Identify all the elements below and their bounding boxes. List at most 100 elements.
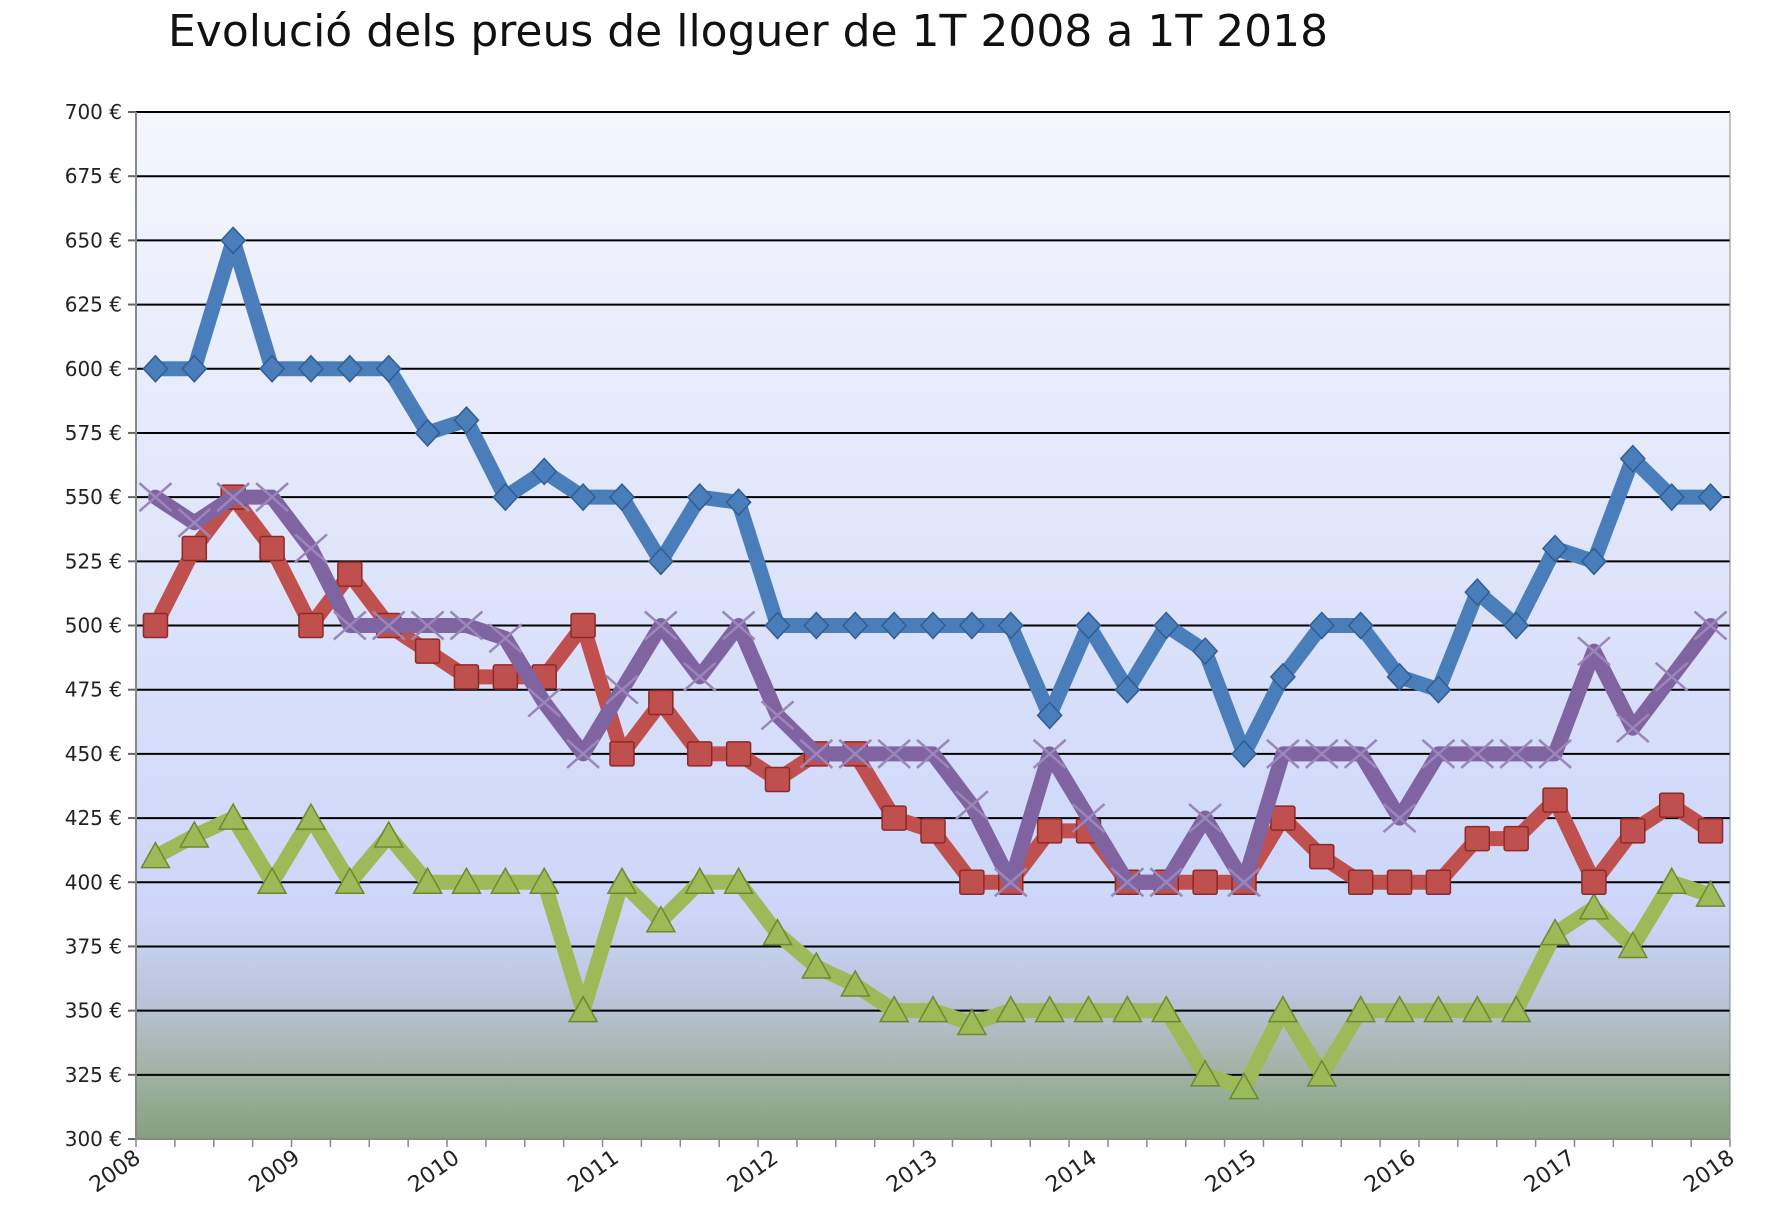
y-tick-label: 525 €	[65, 549, 122, 573]
data-point	[1617, 930, 1649, 959]
x-tick-label: 2016	[1360, 1145, 1420, 1198]
data-point	[142, 354, 169, 383]
data-point	[217, 802, 249, 830]
data-point	[298, 612, 324, 639]
data-point	[1192, 637, 1219, 666]
data-point	[259, 535, 285, 562]
data-point	[216, 482, 251, 513]
data-point	[1462, 995, 1493, 1023]
data-point	[414, 418, 441, 448]
data-point	[686, 741, 713, 767]
x-tick-label: 2010	[404, 1145, 464, 1198]
data-point	[609, 741, 635, 767]
data-point	[919, 611, 947, 640]
data-point	[838, 738, 873, 769]
y-tick-label: 475 €	[65, 678, 122, 702]
y-tick-label: 375 €	[65, 934, 122, 958]
data-point	[1386, 869, 1413, 895]
y-tick-label: 300 €	[65, 1127, 122, 1151]
x-tick-labels: 2008 2009 2010 2011 2012 2013 2014 2015 2016 2017…	[85, 1145, 1739, 1198]
data-point	[181, 535, 208, 562]
data-point	[1270, 805, 1296, 831]
data-point	[1228, 1072, 1260, 1100]
y-tick-label: 450 €	[65, 742, 122, 766]
data-point	[725, 488, 752, 517]
data-point	[531, 457, 558, 486]
data-point	[1425, 869, 1452, 895]
data-point	[1460, 738, 1495, 769]
y-tick-label: 625 €	[65, 293, 122, 317]
data-point	[255, 482, 289, 513]
data-point	[142, 612, 169, 639]
data-point	[1188, 803, 1222, 834]
data-point	[1619, 444, 1646, 473]
data-point	[1036, 701, 1063, 730]
data-point	[528, 866, 560, 894]
data-point	[1423, 995, 1454, 1023]
x-tick-label: 2011	[563, 1145, 623, 1198]
x-tick-label: 2017	[1520, 1145, 1580, 1198]
y-tick-label: 425 €	[65, 806, 122, 830]
data-point	[917, 995, 949, 1023]
data-point	[259, 354, 286, 383]
data-point	[723, 866, 754, 894]
data-point	[956, 1007, 988, 1036]
data-point	[1075, 611, 1102, 640]
data-point	[686, 483, 713, 512]
data-point	[1425, 675, 1452, 704]
data-point	[1386, 662, 1413, 691]
data-point	[181, 354, 208, 383]
x-tick-label: 2009	[245, 1145, 305, 1198]
data-point	[764, 766, 791, 793]
data-point	[1347, 869, 1374, 895]
y-tick-label: 650 €	[65, 228, 122, 252]
data-point	[608, 483, 635, 512]
data-point	[1421, 738, 1456, 769]
data-point	[492, 664, 519, 690]
data-point	[1656, 866, 1687, 894]
series-x	[138, 482, 1728, 898]
data-point	[294, 533, 328, 564]
y-tick-labels: 300 € 325 € 350 € 375 € 400 € 425 € 450 € 475 €…	[65, 100, 122, 1151]
data-point	[451, 866, 482, 894]
data-point	[803, 611, 830, 640]
data-point	[1073, 995, 1104, 1023]
y-tick-label: 575 €	[65, 421, 122, 445]
data-point	[490, 866, 521, 894]
data-point	[684, 866, 716, 894]
chart-title: Evolució dels preus de lloguer de 1T 200…	[168, 6, 1329, 57]
data-point	[527, 687, 562, 718]
data-point	[1697, 483, 1724, 512]
data-point	[958, 611, 985, 640]
data-point	[764, 611, 791, 640]
data-point	[647, 547, 674, 576]
x-tick-label: 2013	[882, 1145, 942, 1198]
data-point	[1615, 713, 1650, 744]
data-point	[1581, 869, 1607, 895]
data-point	[1503, 825, 1529, 852]
data-point	[881, 805, 907, 831]
data-point	[220, 226, 247, 255]
data-point	[955, 790, 989, 821]
data-point	[682, 661, 717, 692]
data-point	[333, 610, 367, 641]
data-point	[1071, 803, 1106, 834]
data-point	[1577, 636, 1611, 667]
data-point	[1110, 867, 1145, 898]
data-point	[762, 918, 793, 946]
data-point	[1538, 738, 1572, 769]
data-point	[721, 610, 756, 641]
data-point	[1658, 792, 1685, 818]
data-point	[799, 738, 834, 769]
data-point	[1112, 995, 1143, 1023]
data-point	[916, 738, 950, 769]
data-point	[1382, 803, 1417, 834]
data-point	[605, 674, 639, 705]
data-point	[1343, 738, 1378, 769]
data-point	[179, 820, 210, 848]
data-point	[1114, 675, 1141, 704]
data-point	[453, 664, 480, 690]
data-point	[995, 995, 1027, 1023]
data-point	[414, 638, 441, 664]
